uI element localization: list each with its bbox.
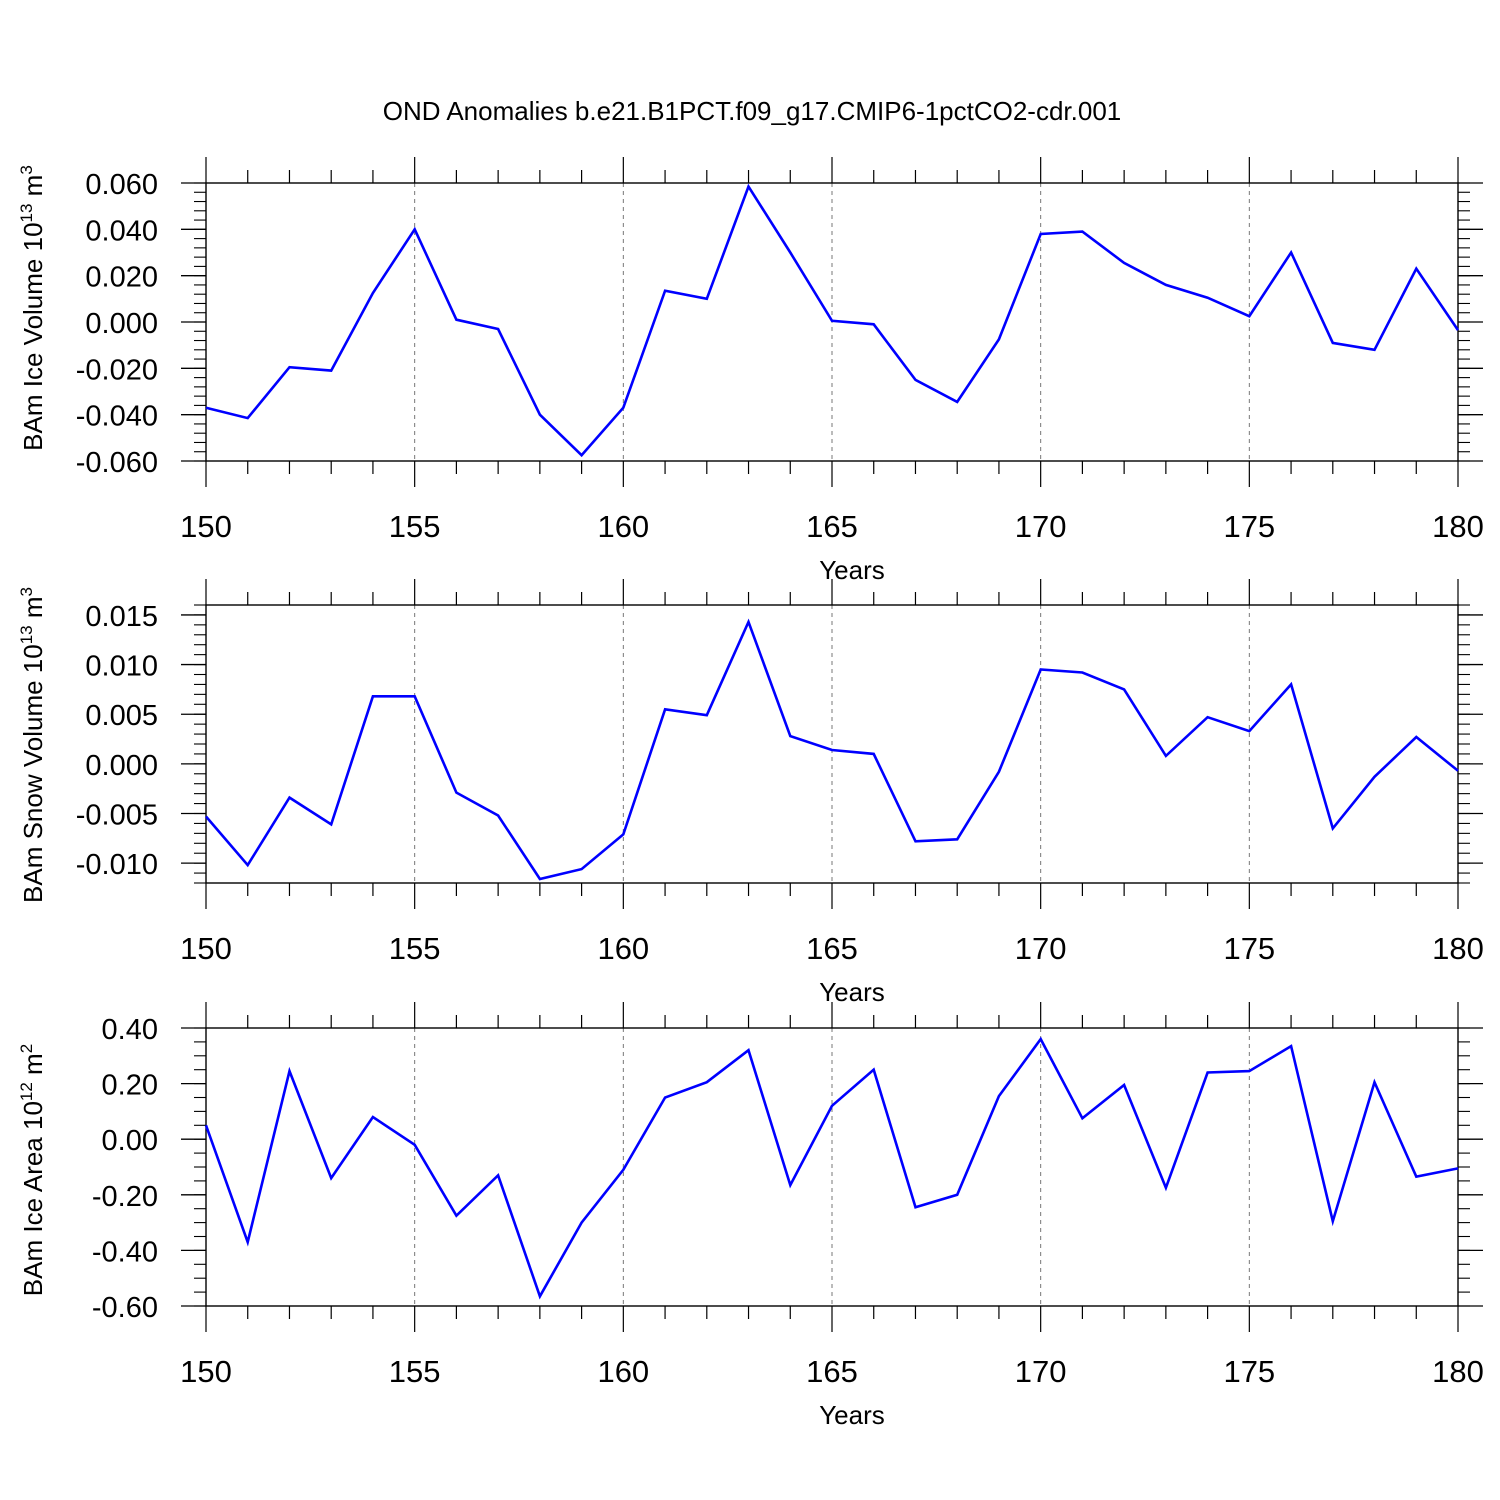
y-tick-label: 0.020 <box>85 262 158 294</box>
x-tick-label: 180 <box>1432 931 1484 966</box>
x-axis-label: Years <box>819 1400 885 1430</box>
y-tick-label: -0.60 <box>92 1292 158 1324</box>
y-tick-label: -0.020 <box>76 354 158 386</box>
y-tick-label: 0.000 <box>85 308 158 340</box>
y-tick-label: -0.40 <box>92 1236 158 1268</box>
y-axis-label: BAm Ice Volume 1013 m3 <box>17 165 48 451</box>
y-tick-label: 0.040 <box>85 215 158 247</box>
x-tick-label: 180 <box>1432 1354 1484 1389</box>
y-tick-label: 0.010 <box>85 651 158 683</box>
x-tick-label: 150 <box>180 931 232 966</box>
x-tick-label: 170 <box>1015 931 1067 966</box>
x-tick-label: 155 <box>389 1354 441 1389</box>
x-axis-label: Years <box>819 555 885 585</box>
x-tick-label: 165 <box>806 509 858 544</box>
x-tick-label: 175 <box>1223 931 1275 966</box>
y-tick-label: 0.005 <box>85 700 158 732</box>
y-tick-label: 0.000 <box>85 750 158 782</box>
y-axis-label: BAm Snow Volume 1013 m3 <box>17 587 48 903</box>
x-tick-label: 160 <box>597 1354 649 1389</box>
y-tick-label: -0.010 <box>76 849 158 881</box>
y-tick-label: 0.060 <box>85 169 158 201</box>
y-axis-label: BAm Ice Area 1012 m2 <box>17 1044 48 1296</box>
x-tick-label: 180 <box>1432 509 1484 544</box>
x-tick-label: 155 <box>389 509 441 544</box>
x-tick-label: 170 <box>1015 509 1067 544</box>
x-tick-label: 165 <box>806 1354 858 1389</box>
figure-title: OND Anomalies b.e21.B1PCT.f09_g17.CMIP6-… <box>383 96 1122 126</box>
panel-ice-area: -0.60 -0.40 -0.20 0.00 0.20 0.40 150 155 160 165 1… <box>17 1002 1484 1430</box>
x-tick-label: 155 <box>389 931 441 966</box>
panel-snow-volume: -0.010 -0.005 0.000 0.005 0.010 0.015 150 155 16… <box>17 579 1484 1007</box>
x-tick-label: 160 <box>597 931 649 966</box>
x-tick-label: 150 <box>180 1354 232 1389</box>
y-tick-label: -0.005 <box>76 800 158 832</box>
y-tick-label: -0.20 <box>92 1181 158 1213</box>
y-tick-label: 0.015 <box>85 601 158 633</box>
x-tick-label: 170 <box>1015 1354 1067 1389</box>
x-axis-label: Years <box>819 977 885 1007</box>
y-tick-label: 0.40 <box>102 1014 158 1046</box>
y-tick-label: 0.00 <box>102 1125 158 1157</box>
x-tick-label: 160 <box>597 509 649 544</box>
x-tick-label: 175 <box>1223 509 1275 544</box>
x-tick-label: 150 <box>180 509 232 544</box>
y-tick-label: -0.060 <box>76 447 158 479</box>
x-tick-label: 165 <box>806 931 858 966</box>
series-line <box>204 1036 1459 1300</box>
series-line <box>205 618 1459 881</box>
y-tick-label: 0.20 <box>102 1070 158 1102</box>
x-tick-label: 175 <box>1223 1354 1275 1389</box>
y-tick-label: -0.040 <box>76 401 158 433</box>
series-line <box>205 183 1460 458</box>
panel-ice-volume: -0.060 -0.040 -0.020 0.000 0.020 0.040 0.060 15… <box>17 157 1484 585</box>
